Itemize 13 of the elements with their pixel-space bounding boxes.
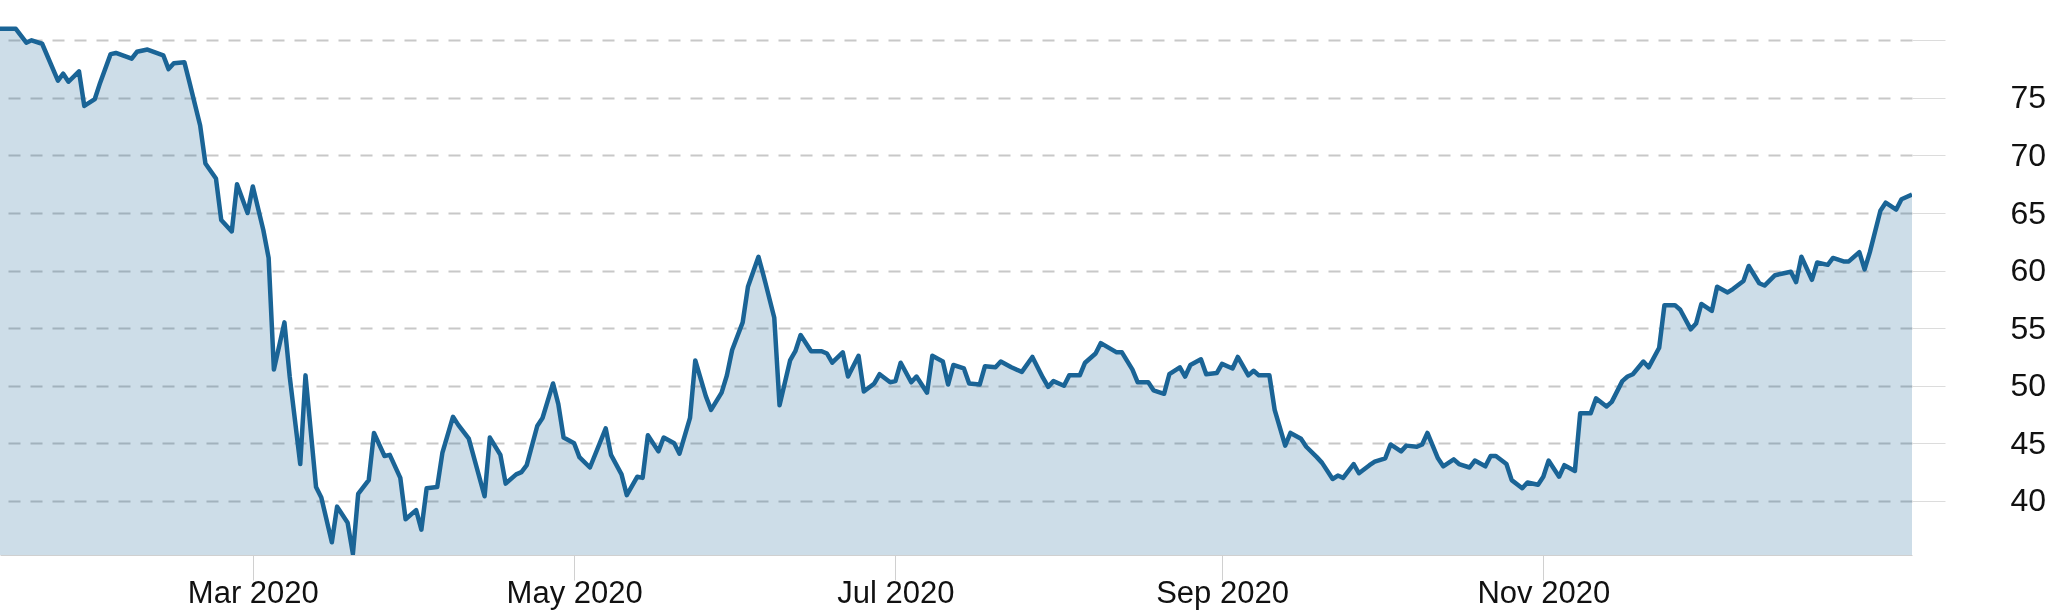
- y-tick-label: 60: [2010, 252, 2047, 289]
- y-tick-label: 50: [2010, 367, 2047, 404]
- y-tick-label: 75: [2010, 79, 2047, 116]
- y-tick-label: 55: [2010, 309, 2047, 346]
- x-tick-label: Nov 2020: [1477, 574, 1611, 610]
- x-tick-label: Mar 2020: [187, 574, 319, 610]
- x-tick-label: Sep 2020: [1156, 574, 1289, 610]
- x-tick-label: May 2020: [506, 574, 643, 610]
- y-tick-label: 45: [2010, 424, 2047, 461]
- y-tick-label: 40: [2010, 482, 2047, 519]
- y-tick-label: 65: [2010, 194, 2047, 231]
- x-tick-label: Jul 2020: [837, 574, 955, 610]
- y-tick-label: 70: [2010, 136, 2047, 173]
